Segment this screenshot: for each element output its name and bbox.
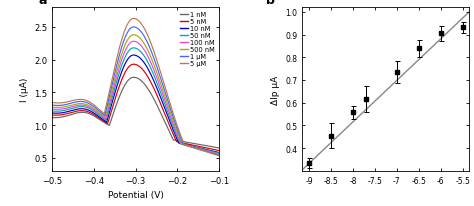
5 μM [146, 39, 152, 41]
1 μM [176, 132, 182, 135]
1 nM [216, 147, 222, 149]
Y-axis label: ΔIp μA: ΔIp μA [271, 75, 280, 104]
Line: 1 nM: 1 nM [52, 78, 219, 148]
1 μM [151, 57, 156, 60]
50 nM [146, 64, 152, 67]
10 nM [156, 92, 162, 94]
500 nM [131, 34, 137, 37]
500 nM [151, 63, 156, 66]
Y-axis label: I (μA): I (μA) [19, 77, 28, 102]
50 nM [151, 74, 156, 76]
10 nM [49, 112, 55, 115]
1 μM [131, 27, 137, 29]
500 nM [60, 106, 65, 109]
5 μM [156, 65, 162, 68]
5 nM [156, 98, 162, 101]
1 nM [49, 117, 55, 119]
5 nM [216, 150, 222, 152]
1 nM [151, 98, 156, 100]
5 nM [60, 114, 65, 116]
10 nM [131, 55, 137, 57]
10 nM [146, 71, 152, 73]
100 nM [146, 59, 152, 61]
Text: b: b [266, 0, 274, 7]
1 nM [156, 108, 162, 110]
50 nM [49, 110, 55, 113]
1 nM [131, 77, 137, 79]
Line: 100 nM: 100 nM [52, 42, 219, 154]
1 μM [216, 154, 222, 157]
10 nM [176, 142, 182, 145]
Line: 5 μM: 5 μM [52, 19, 219, 156]
1 nM [146, 90, 152, 92]
1 μM [49, 104, 55, 107]
50 nM [193, 146, 199, 149]
Text: a: a [39, 0, 47, 7]
Line: 5 nM: 5 nM [52, 65, 219, 151]
500 nM [146, 53, 152, 55]
50 nM [60, 110, 65, 112]
5 μM [60, 102, 65, 104]
100 nM [156, 82, 162, 84]
100 nM [49, 108, 55, 111]
1 μM [60, 104, 65, 107]
5 μM [193, 148, 199, 150]
5 nM [176, 141, 182, 144]
500 nM [216, 153, 222, 156]
Line: 50 nM: 50 nM [52, 49, 219, 153]
500 nM [193, 147, 199, 150]
500 nM [49, 106, 55, 109]
X-axis label: Potential (V): Potential (V) [108, 190, 164, 199]
100 nM [151, 69, 156, 71]
1 nM [176, 140, 182, 142]
5 μM [176, 130, 182, 132]
5 nM [49, 114, 55, 117]
Legend: 1 nM, 5 nM, 10 nM, 50 nM, 100 nM, 500 nM, 1 μM, 5 μM: 1 nM, 5 nM, 10 nM, 50 nM, 100 nM, 500 nM… [179, 12, 216, 68]
5 nM [131, 64, 137, 66]
1 μM [146, 46, 152, 48]
Line: 500 nM: 500 nM [52, 36, 219, 155]
100 nM [60, 108, 65, 111]
100 nM [131, 41, 137, 43]
5 nM [146, 79, 152, 81]
500 nM [156, 77, 162, 80]
5 μM [49, 102, 55, 104]
10 nM [193, 146, 199, 149]
100 nM [193, 147, 199, 149]
50 nM [176, 140, 182, 142]
1 nM [60, 116, 65, 119]
10 nM [60, 112, 65, 114]
500 nM [176, 135, 182, 138]
Line: 10 nM: 10 nM [52, 56, 219, 153]
5 μM [216, 155, 222, 157]
5 nM [151, 87, 156, 90]
1 μM [193, 147, 199, 150]
100 nM [216, 153, 222, 155]
10 nM [151, 80, 156, 82]
50 nM [156, 87, 162, 89]
10 nM [216, 152, 222, 154]
5 μM [151, 50, 156, 53]
50 nM [131, 47, 137, 50]
5 nM [193, 145, 199, 147]
100 nM [176, 138, 182, 140]
1 nM [193, 143, 199, 145]
5 μM [131, 18, 137, 21]
1 μM [156, 71, 162, 74]
Line: 1 μM: 1 μM [52, 28, 219, 155]
50 nM [216, 152, 222, 155]
